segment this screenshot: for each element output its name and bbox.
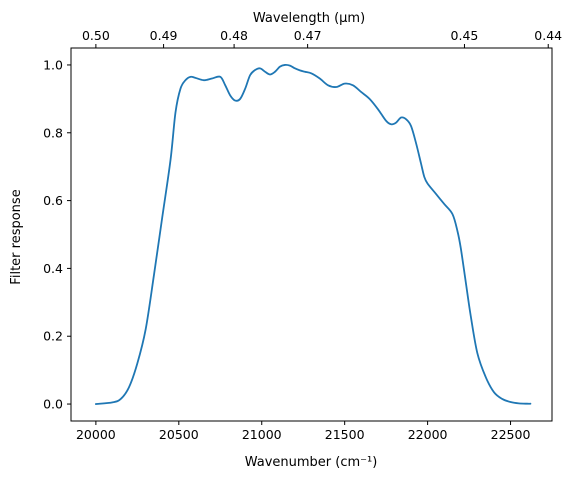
top-x-tick-label: 0.47 xyxy=(294,28,322,43)
top-x-axis-ticks: 0.50 0.49 0.48 0.47 0.45 0.44 xyxy=(82,28,562,48)
y-tick-label: 0.8 xyxy=(43,125,63,140)
y-tick-label: 1.0 xyxy=(43,57,63,72)
bottom-x-axis-ticks: 20000 20500 21000 21500 22000 22500 xyxy=(76,421,530,442)
top-x-tick-label: 0.45 xyxy=(451,28,479,43)
top-x-tick-label: 0.49 xyxy=(150,28,178,43)
top-x-tick-label: 0.50 xyxy=(82,28,110,43)
y-tick-label: 0.0 xyxy=(43,397,63,412)
x-tick-label: 22500 xyxy=(491,427,531,442)
x-tick-label: 21000 xyxy=(242,427,282,442)
plot-area: 20000 20500 21000 21500 22000 22500 0.50 0.49 0… xyxy=(43,28,562,442)
x-tick-label: 20500 xyxy=(159,427,199,442)
y-axis-ticks: 0.0 0.2 0.4 0.6 0.8 1.0 xyxy=(43,57,71,412)
y-axis-label: Filter response xyxy=(9,189,24,284)
filter-response-line xyxy=(94,64,532,405)
x-axis-label: Wavenumber (cm⁻¹) xyxy=(245,455,378,470)
top-x-axis-label: Wavelength (μm) xyxy=(253,11,365,26)
x-tick-label: 22000 xyxy=(408,427,448,442)
y-tick-label: 0.4 xyxy=(43,261,63,276)
y-tick-label: 0.2 xyxy=(43,329,63,344)
x-tick-label: 21500 xyxy=(325,427,365,442)
axes-frame xyxy=(70,47,553,422)
x-tick-label: 20000 xyxy=(76,427,116,442)
top-x-tick-label: 0.48 xyxy=(220,28,248,43)
y-tick-label: 0.6 xyxy=(43,193,63,208)
top-x-tick-label: 0.44 xyxy=(534,28,562,43)
